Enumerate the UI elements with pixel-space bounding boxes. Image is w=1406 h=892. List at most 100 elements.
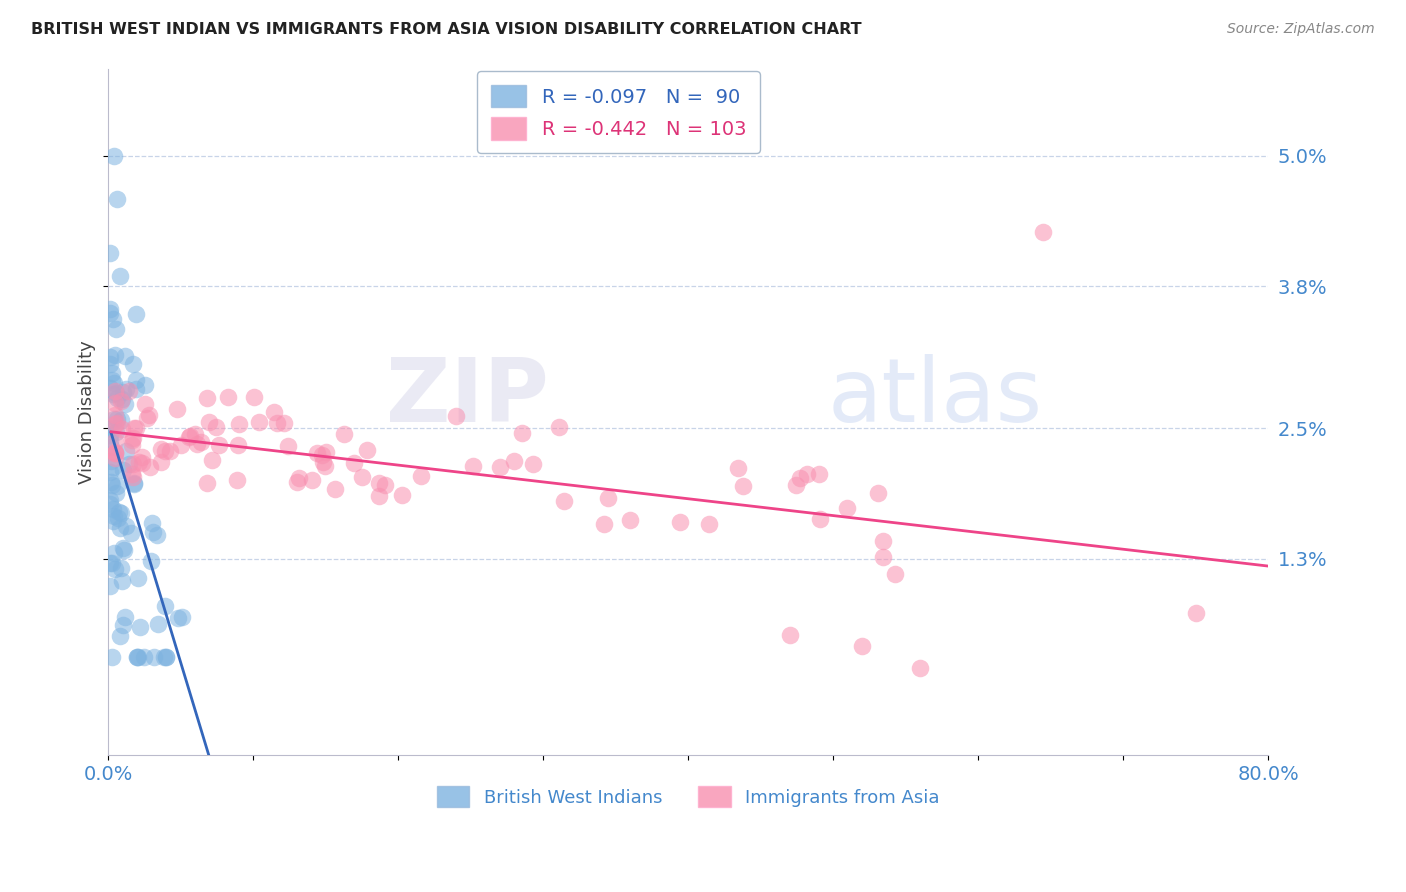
Point [103, 509, 125, 524]
Point [103, 515, 125, 529]
Text: BRITISH WEST INDIAN VS IMMIGRANTS FROM ASIA VISION DISABILITY CORRELATION CHART: BRITISH WEST INDIAN VS IMMIGRANTS FROM A… [31, 22, 862, 37]
Point [111, 422, 134, 436]
Point [139, 554, 162, 568]
Point [103, 411, 125, 425]
Point [105, 412, 128, 426]
Point [835, 501, 858, 516]
Point [103, 460, 125, 475]
Point [522, 457, 544, 471]
Point [200, 452, 222, 467]
Point [166, 610, 188, 624]
Point [110, 413, 132, 427]
Point [731, 479, 754, 493]
Point [128, 455, 150, 469]
Point [131, 456, 153, 470]
Text: Source: ZipAtlas.com: Source: ZipAtlas.com [1227, 22, 1375, 37]
Point [112, 462, 135, 476]
Point [121, 438, 143, 452]
Point [104, 562, 127, 576]
Point [101, 311, 124, 326]
Point [314, 458, 336, 473]
Point [243, 390, 266, 404]
Point [785, 478, 807, 492]
Text: atlas: atlas [827, 354, 1042, 442]
Point [142, 525, 165, 540]
Point [104, 395, 127, 409]
Point [228, 417, 250, 431]
Point [170, 609, 193, 624]
Point [503, 454, 526, 468]
Point [98, 466, 121, 480]
Point [100, 373, 122, 387]
Point [114, 382, 136, 396]
Point [135, 411, 157, 425]
Point [108, 269, 131, 284]
Point [112, 542, 135, 557]
Point [808, 512, 831, 526]
Point [104, 486, 127, 500]
Point [411, 469, 433, 483]
Point [98, 358, 121, 372]
Point [115, 444, 138, 458]
Point [125, 420, 148, 434]
Point [105, 425, 128, 439]
Point [110, 560, 132, 574]
Point [104, 409, 127, 423]
Point [138, 408, 160, 422]
Point [125, 307, 148, 321]
Point [103, 376, 125, 391]
Point [121, 431, 143, 445]
Point [104, 322, 127, 336]
Point [127, 649, 149, 664]
Point [510, 426, 533, 441]
Point [107, 391, 129, 405]
Point [796, 467, 818, 481]
Point [125, 373, 148, 387]
Point [134, 377, 156, 392]
Point [205, 419, 228, 434]
Point [110, 393, 132, 408]
Point [114, 519, 136, 533]
Point [127, 649, 149, 664]
Point [105, 479, 128, 493]
Point [307, 446, 329, 460]
Point [159, 443, 181, 458]
Point [374, 477, 396, 491]
Point [547, 420, 569, 434]
Point [444, 409, 467, 423]
Point [872, 549, 894, 564]
Point [350, 470, 373, 484]
Point [170, 438, 193, 452]
Point [98, 579, 121, 593]
Point [100, 453, 122, 467]
Point [103, 502, 125, 516]
Point [247, 415, 270, 429]
Point [108, 521, 131, 535]
Point [779, 628, 801, 642]
Point [195, 392, 218, 406]
Point [807, 467, 830, 482]
Point [101, 387, 124, 401]
Point [100, 557, 122, 571]
Point [166, 401, 188, 416]
Point [263, 405, 285, 419]
Point [367, 490, 389, 504]
Point [103, 149, 125, 163]
Point [105, 417, 128, 431]
Point [107, 511, 129, 525]
Point [312, 455, 335, 469]
Point [183, 426, 205, 441]
Point [150, 454, 173, 468]
Point [277, 439, 299, 453]
Point [122, 470, 145, 484]
Point [727, 461, 749, 475]
Point [149, 442, 172, 456]
Point [285, 475, 308, 489]
Point [98, 493, 121, 508]
Point [155, 649, 177, 664]
Point [104, 446, 127, 460]
Point [127, 649, 149, 664]
Point [908, 661, 931, 675]
Point [104, 434, 127, 449]
Point [153, 649, 176, 664]
